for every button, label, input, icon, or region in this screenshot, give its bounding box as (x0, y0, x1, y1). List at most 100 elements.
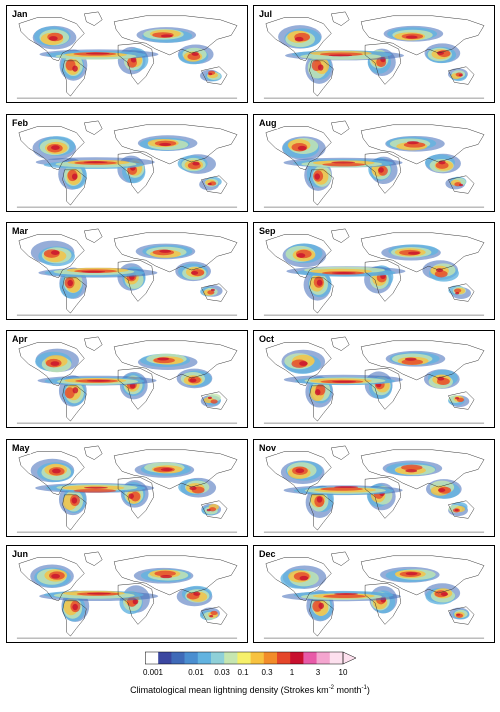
coastline (331, 336, 350, 351)
density-patch (458, 74, 463, 77)
colorbar-caption: Climatological mean lightning density (S… (0, 685, 500, 695)
density-patch (160, 575, 173, 579)
coastline (360, 15, 485, 56)
density-patch (67, 279, 73, 287)
density-patch (72, 387, 79, 394)
density-patch (332, 380, 356, 383)
density-patch (159, 142, 172, 146)
density-patch (294, 36, 304, 42)
month-label: Sep (258, 226, 277, 237)
density-patch (72, 603, 78, 611)
density-patch (71, 173, 78, 180)
map-panel-may: May (6, 439, 248, 537)
colorbar-tick-label: 0.3 (261, 668, 273, 677)
density-patch (434, 270, 448, 278)
coastline (62, 494, 87, 531)
colorbar-segment (224, 652, 238, 664)
coastline (18, 234, 85, 279)
colorbar-segment (171, 652, 185, 664)
coastline (201, 606, 228, 625)
month-label: Jul (258, 9, 274, 20)
coastline (84, 445, 103, 460)
coastline (360, 555, 485, 596)
coastline (117, 476, 155, 519)
density-patch (334, 593, 358, 595)
coastline (265, 234, 332, 279)
density-patch (334, 486, 359, 489)
density-patch (378, 167, 384, 173)
coastline (309, 385, 334, 422)
density-patch (210, 399, 218, 404)
coastline (113, 340, 238, 381)
coastline (113, 124, 238, 165)
colorbar-segment (250, 652, 265, 664)
lightning-map (16, 551, 238, 639)
density-patch (207, 182, 212, 186)
caption-text: month (334, 685, 362, 695)
colorbar-tick-label: 0.01 (188, 668, 204, 677)
coastline (448, 283, 475, 302)
colorbar-tick-label: 10 (338, 668, 348, 677)
month-label: Aug (258, 118, 278, 129)
density-patch (207, 290, 215, 295)
coastline (265, 342, 332, 387)
coastline (364, 476, 402, 519)
colorbar-segment (290, 652, 304, 664)
density-patch (208, 507, 217, 512)
coastline (201, 66, 228, 85)
density-patch (72, 65, 78, 72)
density-patch (405, 469, 418, 473)
coastline (117, 42, 155, 85)
coastline (331, 551, 350, 566)
map-panel-apr: Apr (6, 330, 248, 428)
density-patch (316, 279, 323, 286)
coastline (18, 126, 85, 171)
coastline (448, 66, 475, 85)
colorbar-segment (211, 652, 225, 664)
coastline (201, 391, 228, 410)
coastline (113, 555, 238, 596)
coastline (62, 277, 87, 314)
coastline (117, 582, 155, 625)
lightning-map (16, 120, 238, 208)
coastline (84, 551, 103, 566)
density-patch (459, 183, 464, 187)
coastline (309, 277, 334, 314)
colorbar-segment (316, 652, 331, 664)
coastline (265, 17, 332, 62)
coastline (265, 557, 332, 602)
density-patch (316, 496, 323, 503)
coastline (309, 169, 334, 206)
coastline (448, 606, 475, 625)
density-patch (191, 51, 199, 56)
coastline (448, 391, 475, 410)
density-patch (48, 36, 58, 41)
caption-exponent: -1 (361, 685, 367, 691)
colorbar-extension-arrow (342, 651, 357, 665)
lightning-map (263, 336, 485, 424)
density-patch (50, 250, 60, 255)
coastline (331, 120, 350, 135)
coastline (18, 451, 85, 496)
map-panel-aug: Aug (253, 114, 495, 212)
coastline (201, 175, 228, 194)
density-patch (192, 161, 200, 166)
coastline (265, 451, 332, 496)
lightning-map (263, 445, 485, 533)
density-patch (71, 497, 78, 504)
coastline (113, 232, 238, 273)
coastline (309, 60, 334, 97)
density-patch (73, 489, 117, 493)
colorbar-tick-label: 0.1 (237, 668, 249, 677)
density-patch (206, 508, 211, 512)
coastline (309, 494, 334, 531)
coastline (331, 11, 350, 26)
density-patch (454, 288, 462, 293)
density-patch (438, 488, 446, 493)
coastline (360, 449, 485, 490)
density-patch (317, 64, 324, 71)
density-patch (318, 602, 324, 609)
month-label: Feb (11, 118, 30, 129)
coastline (18, 17, 85, 62)
density-patch (210, 610, 218, 616)
